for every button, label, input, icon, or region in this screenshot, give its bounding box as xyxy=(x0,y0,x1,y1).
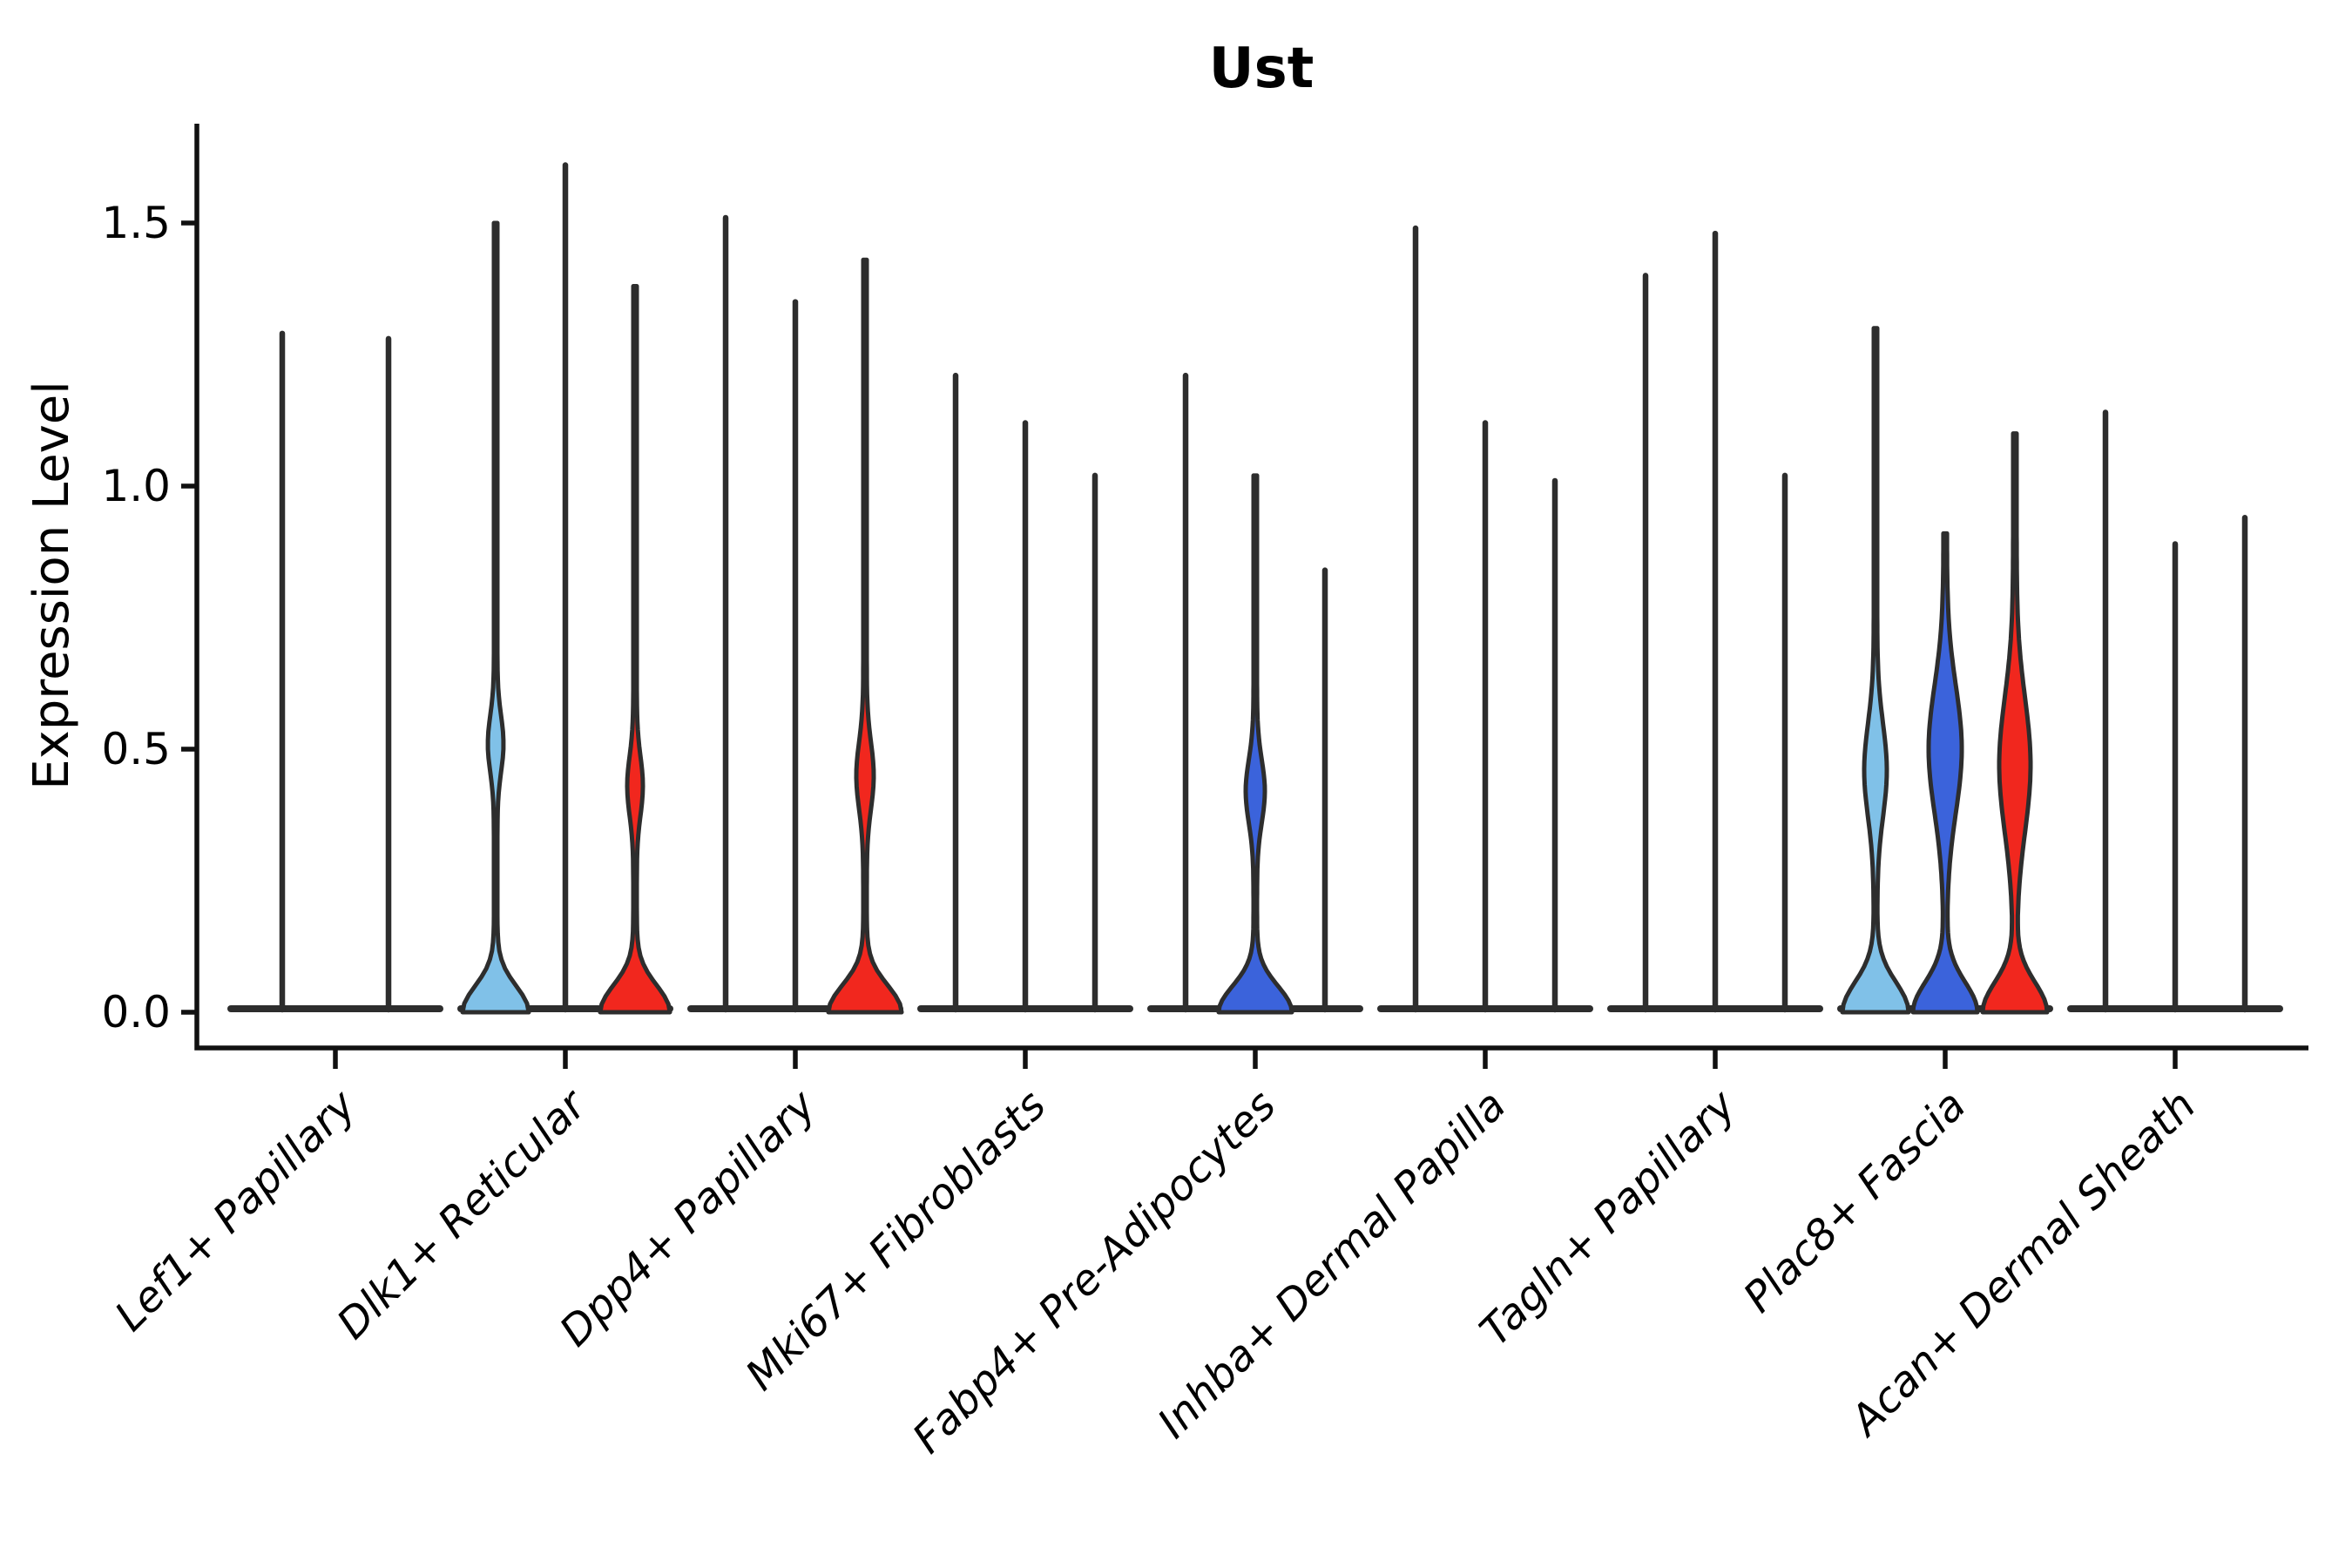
y-axis-label: Expression Level xyxy=(24,381,80,790)
x-category-label: Fabp4+ Pre-Adipocytes xyxy=(903,1081,1286,1463)
x-category-label: Lef1+ Papillary xyxy=(105,1080,366,1341)
x-category-label: Tagln+ Papillary xyxy=(1470,1080,1746,1355)
violin-red xyxy=(826,257,904,1015)
y-tick-label: 0.5 xyxy=(101,724,171,774)
violin-red xyxy=(598,284,672,1015)
violins-layer xyxy=(227,162,2283,1015)
x-category-label: Plac8+ Fascia xyxy=(1734,1081,1976,1322)
axes-layer xyxy=(181,124,2308,1069)
x-category-label: Dlk1+ Reticular xyxy=(328,1079,598,1349)
y-tick-label: 0.0 xyxy=(101,987,171,1037)
x-category-label: Dpp4+ Papillary xyxy=(551,1080,826,1355)
y-tick-label: 1.5 xyxy=(101,198,171,248)
chart-title: Ust xyxy=(1209,37,1315,101)
violin-dark_blue xyxy=(1910,531,1980,1015)
violin-dark_blue xyxy=(1216,473,1294,1015)
y-tick-label: 1.0 xyxy=(101,461,171,511)
violin-red xyxy=(1980,431,2050,1015)
violin-light_blue xyxy=(1840,326,1911,1015)
axis-spines xyxy=(194,124,2308,1051)
violin-light_blue xyxy=(460,220,531,1015)
